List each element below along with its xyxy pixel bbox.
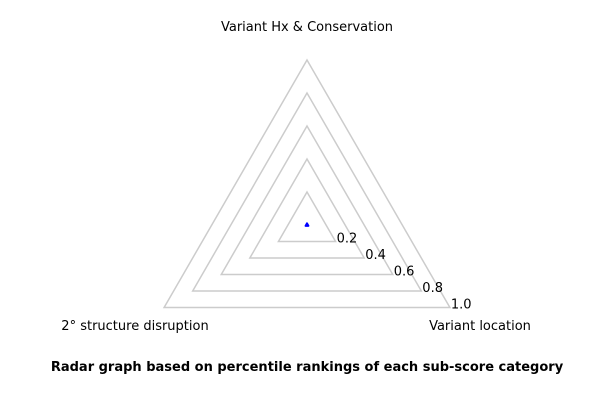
axis-label-variant-hx-conservation: Variant Hx & Conservation: [221, 20, 393, 35]
chart-caption: Radar graph based on percentile rankings…: [51, 360, 564, 375]
ring-tick-label: 0.2: [337, 232, 358, 247]
axis-label-variant-location: Variant location: [429, 319, 531, 334]
ring-tick-label: 0.8: [422, 281, 443, 296]
grid-ring-4: [191, 91, 423, 292]
axis-label-structure-disruption: 2° structure disruption: [61, 319, 208, 334]
radar-series: [304, 222, 310, 227]
grid-ring-3: [219, 124, 395, 276]
series-polygon-1: [304, 222, 310, 227]
ring-tick-label: 1.0: [451, 298, 472, 313]
grid-ring-5: [162, 58, 452, 309]
ring-tick-label: 0.6: [394, 265, 415, 280]
grid-ring-1: [277, 190, 337, 243]
grid-ring-2: [248, 157, 366, 259]
ring-tick-label: 0.4: [365, 248, 386, 263]
ring-tick-labels: 0.2 0.4 0.6 0.8 1.0: [337, 232, 472, 313]
radar-grid: [162, 58, 452, 309]
